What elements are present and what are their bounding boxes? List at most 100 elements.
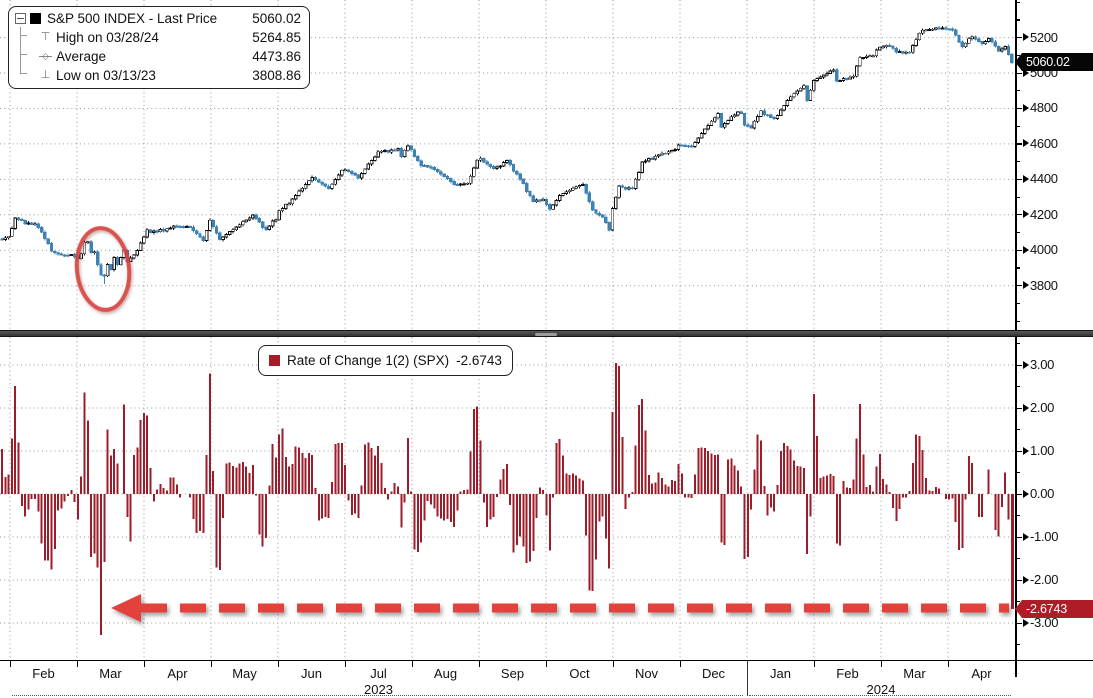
candle-body <box>575 187 578 188</box>
candle-body <box>1007 46 1010 54</box>
roc-bar <box>526 494 528 563</box>
candle-body <box>687 146 690 147</box>
roc-bar <box>282 428 284 494</box>
roc-bar <box>324 494 326 517</box>
last-price-badge-text: 5060.02 <box>1022 53 1093 71</box>
candle-body <box>984 42 987 44</box>
candle-body <box>106 265 109 276</box>
roc-bar <box>608 494 610 569</box>
roc-bar <box>872 491 874 494</box>
expand-icon[interactable] <box>15 13 26 24</box>
candle-body <box>136 250 139 255</box>
roc-bar <box>720 494 722 542</box>
roc-bar <box>450 494 452 522</box>
candle-body <box>618 186 621 197</box>
last-price-value: 5060.02 <box>252 9 301 28</box>
roc-bar <box>588 494 590 590</box>
candle-body <box>199 234 202 237</box>
roc-bar <box>133 455 135 494</box>
low-value: 3808.86 <box>252 66 301 85</box>
roc-bar <box>103 494 105 562</box>
roc-bar <box>760 440 762 494</box>
candle-body <box>803 86 806 89</box>
candle-body <box>347 170 350 172</box>
roc-bar <box>519 494 521 536</box>
candle-body <box>829 71 832 73</box>
roc-bar <box>443 494 445 520</box>
roc-bar <box>285 457 287 494</box>
roc-bar <box>892 494 894 508</box>
roc-bar <box>437 494 439 517</box>
candle-body <box>997 46 1000 51</box>
candle-body <box>17 218 20 219</box>
month-label: Sep <box>501 666 524 681</box>
roc-bar <box>674 481 676 494</box>
roc-bar <box>810 494 812 516</box>
roc-bar <box>219 494 221 570</box>
candle-body <box>766 115 769 116</box>
candle-body <box>842 79 845 81</box>
roc-bar <box>658 473 660 494</box>
candle-body <box>773 117 776 118</box>
separator-drag-handle[interactable] <box>535 333 557 336</box>
roc-panel[interactable] <box>0 337 1015 660</box>
roc-bar <box>717 455 719 494</box>
candle-body <box>100 265 103 275</box>
candle-body <box>205 231 208 241</box>
candle-body <box>892 46 895 48</box>
roc-bar <box>522 494 524 547</box>
candle-body <box>271 221 274 226</box>
candle-body <box>479 158 482 160</box>
roc-bar <box>265 494 267 538</box>
candle-body <box>780 110 783 116</box>
roc-bar <box>621 437 623 494</box>
roc-bar <box>542 490 544 494</box>
candle-body <box>380 151 383 152</box>
candle-body <box>684 146 687 147</box>
roc-bar <box>252 465 254 494</box>
y-axis-label-text: 2.00 <box>1030 400 1054 415</box>
candle-body <box>450 179 453 182</box>
roc-value-badge-text: -2.6743 <box>1022 600 1093 618</box>
roc-bar <box>470 451 472 494</box>
candle-body <box>813 80 816 90</box>
tick-arrow-icon <box>1023 33 1029 41</box>
roc-bar <box>14 386 16 494</box>
candle-body <box>176 226 179 227</box>
y-axis-label: 1.00 <box>1023 443 1054 458</box>
roc-bar <box>506 464 508 494</box>
roc-swatch <box>269 355 280 366</box>
roc-bar <box>357 494 359 518</box>
roc-bar <box>971 463 973 494</box>
roc-bar <box>707 451 709 494</box>
roc-bar <box>727 459 729 494</box>
candle-body <box>918 33 921 39</box>
candle-body <box>694 142 697 146</box>
roc-bar <box>126 494 128 517</box>
roc-bar <box>856 438 858 494</box>
candle-body <box>525 184 528 192</box>
month-label: Dec <box>702 666 725 681</box>
roc-bar <box>836 494 838 544</box>
roc-bar <box>476 406 478 494</box>
roc-bar <box>447 494 449 519</box>
candle-body <box>50 244 53 252</box>
candle-body <box>938 28 941 29</box>
month-label: Jun <box>301 666 322 681</box>
candle-body <box>770 115 773 117</box>
roc-bar <box>539 487 541 494</box>
candle-body <box>400 149 403 157</box>
candle-body <box>786 101 789 106</box>
roc-bar <box>440 494 442 519</box>
panel-separator[interactable] <box>0 330 1093 337</box>
candle-body <box>806 86 809 101</box>
roc-bar <box>579 478 581 494</box>
roc-bar <box>803 468 805 494</box>
candle-body <box>760 111 763 117</box>
roc-bar <box>747 494 749 557</box>
roc-bar <box>602 494 604 516</box>
candle-body <box>499 166 502 167</box>
roc-bar <box>819 478 821 494</box>
roc-bar <box>552 494 554 497</box>
roc-bar <box>117 463 119 494</box>
